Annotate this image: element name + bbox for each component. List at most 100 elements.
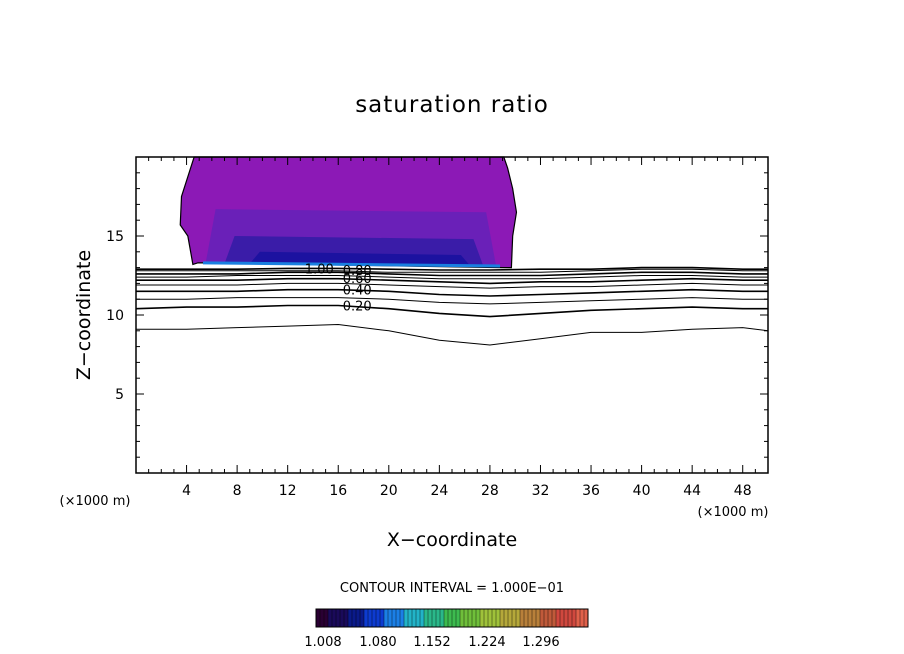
contour-line-7 <box>136 271 768 277</box>
x-tick-label: 4 <box>182 483 191 499</box>
contour-label-3: 0.40 <box>343 284 372 299</box>
colorbar <box>315 609 589 627</box>
contour-line-3 <box>136 288 768 297</box>
x-tick-label: 44 <box>683 483 701 499</box>
colorbar-segment <box>548 609 553 627</box>
colorbar-segment <box>400 609 405 627</box>
contour-label-2: 0.60 <box>343 272 372 287</box>
colorbar-segment <box>580 609 585 627</box>
colorbar-segment <box>344 609 349 627</box>
colorbar-segment <box>532 609 537 627</box>
chart-title: saturation ratio <box>355 92 549 118</box>
colorbar-segment <box>440 609 445 627</box>
y-tick-labels: 5 10 15 <box>106 229 124 403</box>
colorbar-segment <box>404 609 409 627</box>
supersaturated-region <box>179 156 518 269</box>
colorbar-tick-labels: 1.008 1.080 1.152 1.224 1.296 <box>304 635 559 650</box>
contour-label-1: 0.80 <box>343 264 372 279</box>
region-edge-highlight <box>202 261 501 268</box>
colorbar-segment <box>444 609 449 627</box>
x-tick-label: 28 <box>481 483 499 499</box>
colorbar-segment <box>408 609 413 627</box>
contour-line-0 <box>136 323 769 346</box>
colorbar-segment <box>452 609 457 627</box>
colorbar-segment <box>384 609 389 627</box>
colorbar-segment <box>560 609 565 627</box>
contour-label-4: 0.20 <box>343 300 372 315</box>
colorbar-segment <box>380 609 385 627</box>
x-tick-label: 20 <box>380 483 398 499</box>
colorbar-tick-label: 1.008 <box>304 635 341 650</box>
colorbar-segment <box>448 609 453 627</box>
colorbar-segment <box>512 609 517 627</box>
colorbar-segment <box>500 609 505 627</box>
contour-line-1 <box>135 304 768 318</box>
colorbar-segment <box>392 609 397 627</box>
colorbar-segment <box>424 609 429 627</box>
colorbar-segment <box>540 609 545 627</box>
colorbar-segment <box>544 609 549 627</box>
colorbar-segment <box>508 609 513 627</box>
colorbar-segment <box>340 609 345 627</box>
colorbar-tick-label: 1.224 <box>468 635 505 650</box>
y-axis-label: Z−coordinate <box>73 250 95 380</box>
colorbar-segment <box>460 609 465 627</box>
y-tick-label: 5 <box>115 387 124 403</box>
colorbar-segment <box>480 609 485 627</box>
colorbar-segment <box>564 609 569 627</box>
colorbar-tick-label: 1.152 <box>413 635 450 650</box>
colorbar-segment <box>432 609 437 627</box>
colorbar-segment <box>328 609 333 627</box>
colorbar-segment <box>436 609 441 627</box>
colorbar-segment <box>348 609 353 627</box>
colorbar-segment <box>488 609 493 627</box>
contour-lines <box>135 266 769 346</box>
contour-labels: 1.00 0.800.600.400.20 <box>305 262 372 314</box>
colorbar-segment <box>504 609 509 627</box>
colorbar-segment <box>320 609 325 627</box>
x-tick-label: 24 <box>430 483 448 499</box>
colorbar-segment <box>364 609 369 627</box>
colorbar-segment <box>356 609 361 627</box>
colorbar-tick-label: 1.296 <box>522 635 559 650</box>
x-tick-label: 12 <box>279 483 297 499</box>
y-tick-label: 15 <box>106 229 124 245</box>
x-tick-label: 48 <box>734 483 752 499</box>
x-tick-label: 16 <box>329 483 347 499</box>
contour-line-6 <box>136 275 768 280</box>
colorbar-segment <box>584 609 589 627</box>
y-tick-label: 10 <box>106 308 124 324</box>
colorbar-segment <box>464 609 469 627</box>
colorbar-segment <box>536 609 541 627</box>
colorbar-segment <box>360 609 365 627</box>
colorbar-segment <box>556 609 561 627</box>
colorbar-segment <box>396 609 401 627</box>
colorbar-segment <box>388 609 393 627</box>
colorbar-segment <box>524 609 529 627</box>
x-axis-label: X−coordinate <box>387 529 517 551</box>
contour-line-4 <box>136 282 768 289</box>
colorbar-segment <box>456 609 461 627</box>
colorbar-segment <box>316 609 321 627</box>
colorbar-segment <box>376 609 381 627</box>
colorbar-frame <box>315 608 589 628</box>
colorbar-segment <box>472 609 477 627</box>
colorbar-segment <box>468 609 473 627</box>
colorbar-segment <box>336 609 341 627</box>
axis-ticks <box>136 157 768 473</box>
colorbar-segment <box>476 609 481 627</box>
colorbar-segment <box>568 609 573 627</box>
z-unit-label: (×1000 m) <box>60 494 131 509</box>
colorbar-segment <box>416 609 421 627</box>
colorbar-segment <box>528 609 533 627</box>
colorbar-segment <box>420 609 425 627</box>
x-unit-label: (×1000 m) <box>698 505 769 520</box>
colorbar-segment <box>332 609 337 627</box>
colorbar-segment <box>484 609 489 627</box>
contour-label-0: 1.00 <box>305 262 334 277</box>
colorbar-segment <box>576 609 581 627</box>
colorbar-tick-label: 1.080 <box>359 635 396 650</box>
x-tick-label: 8 <box>233 483 242 499</box>
colorbar-segment <box>428 609 433 627</box>
